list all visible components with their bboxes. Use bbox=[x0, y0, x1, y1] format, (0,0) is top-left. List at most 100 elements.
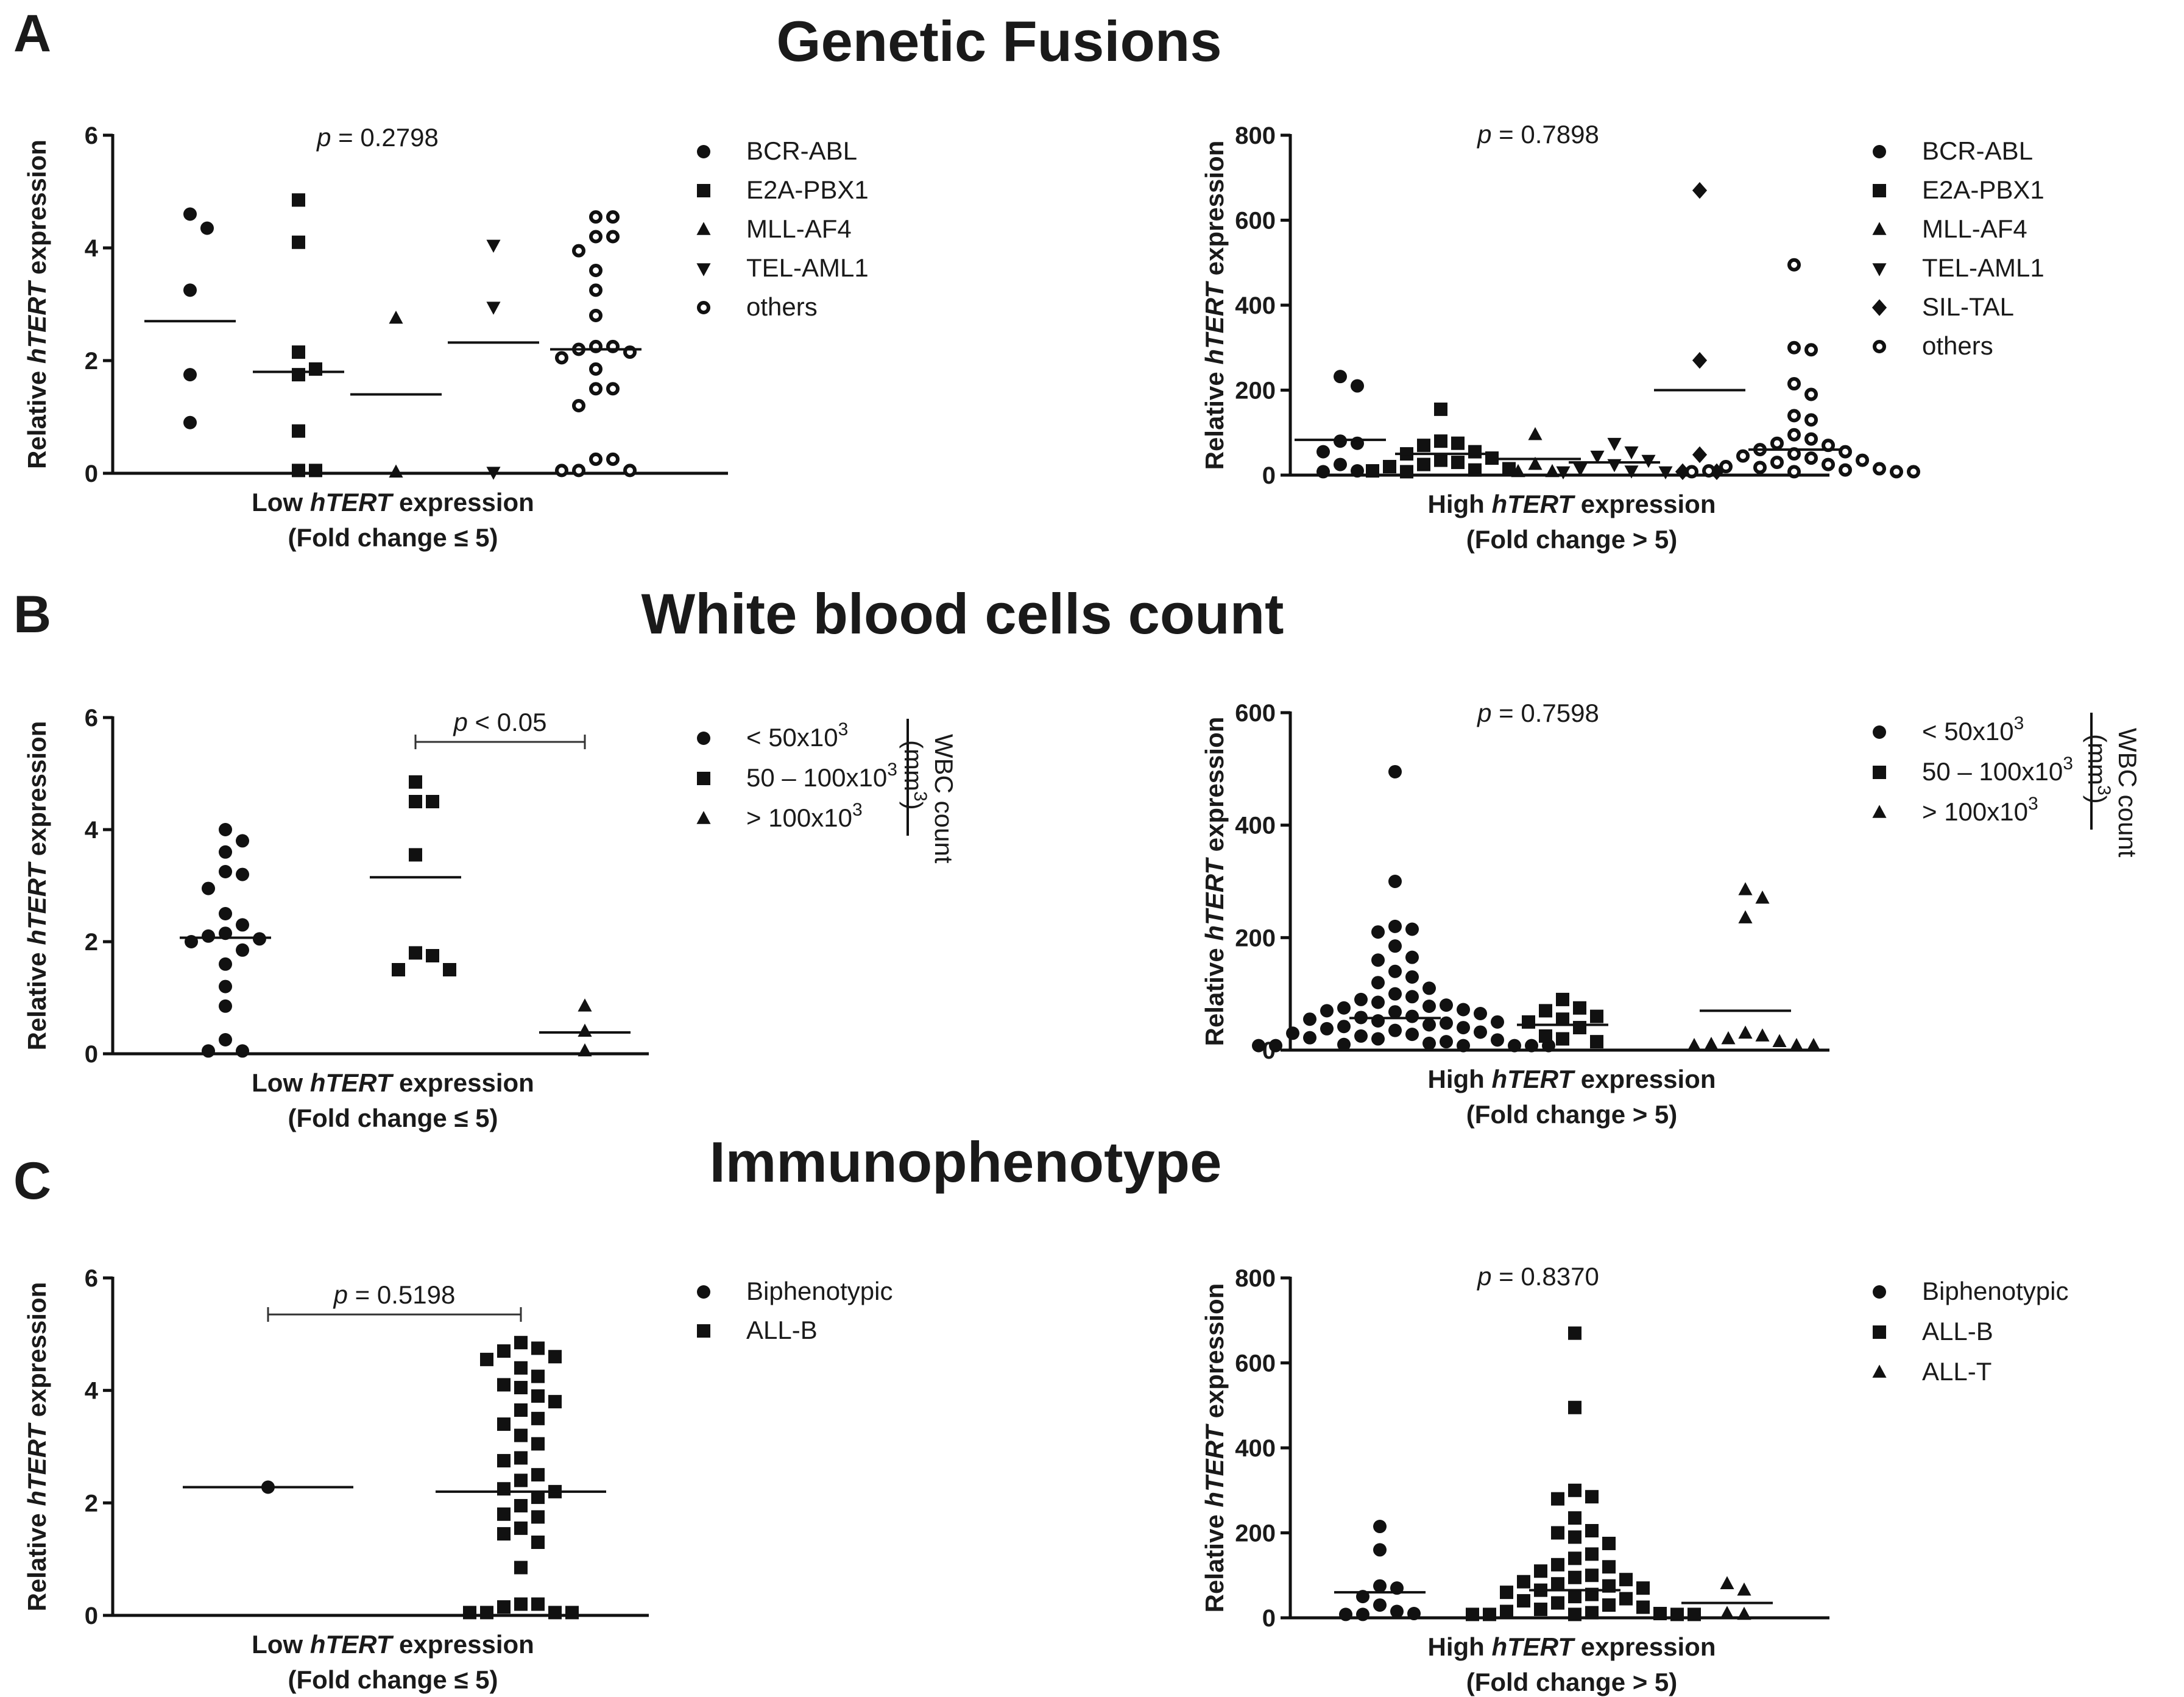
data-point bbox=[219, 999, 232, 1013]
data-point bbox=[1685, 465, 1698, 479]
data-point bbox=[531, 1341, 545, 1355]
legend-label: 50 – 100x103 bbox=[1922, 753, 2073, 786]
data-point bbox=[1405, 990, 1419, 1004]
y-tick-label: 4 bbox=[85, 1378, 99, 1405]
data-point bbox=[292, 235, 305, 249]
legend-label: others bbox=[746, 292, 818, 321]
data-point bbox=[480, 1606, 493, 1620]
data-point bbox=[1602, 1536, 1616, 1550]
data-point bbox=[1636, 1600, 1650, 1614]
data-point bbox=[1551, 1558, 1564, 1572]
data-point bbox=[1585, 1547, 1599, 1561]
data-point bbox=[219, 845, 232, 859]
data-point bbox=[1787, 465, 1801, 479]
data-point bbox=[292, 345, 305, 359]
data-point bbox=[1839, 445, 1852, 459]
data-point bbox=[1354, 992, 1368, 1006]
data-point bbox=[1551, 1526, 1564, 1540]
legend: BCR-ABL E2A-PBX1 MLL-AF4 TEL-AML1 SIL-TAL oth… bbox=[1871, 136, 2044, 360]
data-point bbox=[514, 1473, 528, 1487]
y-tick-label: 2 bbox=[85, 1490, 98, 1517]
data-point bbox=[1337, 1020, 1351, 1034]
data-point bbox=[1457, 1039, 1470, 1053]
data-point bbox=[572, 244, 585, 258]
legend-marker bbox=[697, 184, 710, 197]
x-axis-sublabel: (Fold change ≤ 5) bbox=[288, 523, 498, 552]
wbc-unit-label: (mm3) bbox=[899, 740, 930, 810]
data-point bbox=[426, 949, 439, 962]
legend-marker bbox=[696, 811, 711, 824]
legend-marker bbox=[1871, 299, 1887, 316]
data-point bbox=[1466, 1607, 1479, 1621]
data-point bbox=[1702, 464, 1716, 478]
data-point bbox=[514, 1403, 528, 1417]
data-point bbox=[531, 1510, 545, 1524]
group-square bbox=[1466, 1326, 1701, 1621]
data-point bbox=[1451, 436, 1465, 450]
legend-marker bbox=[1873, 1325, 1886, 1339]
data-point bbox=[1804, 343, 1818, 357]
data-point bbox=[1789, 1037, 1804, 1051]
data-point bbox=[1585, 1490, 1599, 1504]
data-point bbox=[426, 795, 439, 808]
data-point bbox=[1417, 457, 1430, 471]
data-point bbox=[1568, 1607, 1581, 1621]
data-point bbox=[1388, 939, 1402, 953]
legend-marker bbox=[697, 1285, 710, 1299]
data-point bbox=[606, 382, 620, 396]
data-point bbox=[1252, 1039, 1265, 1053]
data-point bbox=[309, 464, 322, 478]
data-point bbox=[514, 1451, 528, 1465]
data-point bbox=[1405, 1009, 1419, 1023]
data-point bbox=[202, 881, 215, 895]
data-point bbox=[409, 775, 422, 789]
data-point bbox=[1405, 970, 1419, 984]
chart-C-low: 0 2 4 6 Relative hTERT expression Low hTERT e… bbox=[23, 1265, 893, 1694]
group-triangle bbox=[350, 310, 442, 478]
group-square bbox=[253, 193, 344, 478]
data-point bbox=[1373, 1579, 1387, 1593]
group-circle-open bbox=[1685, 258, 1920, 479]
data-point bbox=[1457, 1021, 1470, 1035]
data-point bbox=[1551, 1492, 1564, 1506]
data-point bbox=[1755, 891, 1770, 904]
data-point bbox=[1573, 463, 1588, 477]
data-point bbox=[1320, 1021, 1334, 1035]
data-point bbox=[1422, 981, 1436, 995]
legend-label: > 100x103 bbox=[1922, 794, 2038, 826]
p-value: p = 0.2798 bbox=[316, 123, 439, 152]
data-point bbox=[497, 1378, 511, 1392]
y-tick-label: 2 bbox=[85, 348, 98, 375]
data-point bbox=[531, 1389, 545, 1403]
data-point bbox=[1508, 1039, 1521, 1053]
x-axis-label: Low hTERT expression bbox=[252, 1068, 534, 1097]
data-point bbox=[183, 415, 197, 429]
data-point bbox=[497, 1600, 511, 1614]
y-tick-label: 0 bbox=[85, 1041, 98, 1068]
y-tick-label: 6 bbox=[85, 122, 98, 149]
data-point bbox=[589, 309, 603, 322]
x-axis-label: Low hTERT expression bbox=[252, 1630, 534, 1659]
data-point bbox=[1405, 950, 1419, 964]
data-point bbox=[1804, 432, 1818, 446]
group-triangle bbox=[1687, 882, 1821, 1051]
data-point bbox=[236, 834, 249, 848]
data-point bbox=[1839, 463, 1852, 477]
data-point bbox=[589, 230, 603, 244]
data-point bbox=[1721, 1031, 1736, 1045]
y-tick-label: 600 bbox=[1235, 208, 1276, 235]
legend-label: ALL-T bbox=[1922, 1357, 1991, 1386]
y-tick-label: 0 bbox=[85, 1603, 98, 1629]
data-point bbox=[1585, 1606, 1599, 1620]
data-point bbox=[1568, 1570, 1581, 1584]
data-point bbox=[1371, 925, 1385, 939]
data-point bbox=[1670, 1607, 1684, 1621]
data-point bbox=[1422, 1036, 1436, 1050]
data-point bbox=[1539, 1004, 1552, 1018]
data-point bbox=[409, 795, 422, 808]
data-point bbox=[1269, 1039, 1282, 1053]
data-point bbox=[292, 464, 305, 478]
legend-marker bbox=[1873, 766, 1886, 779]
data-point bbox=[514, 1381, 528, 1395]
